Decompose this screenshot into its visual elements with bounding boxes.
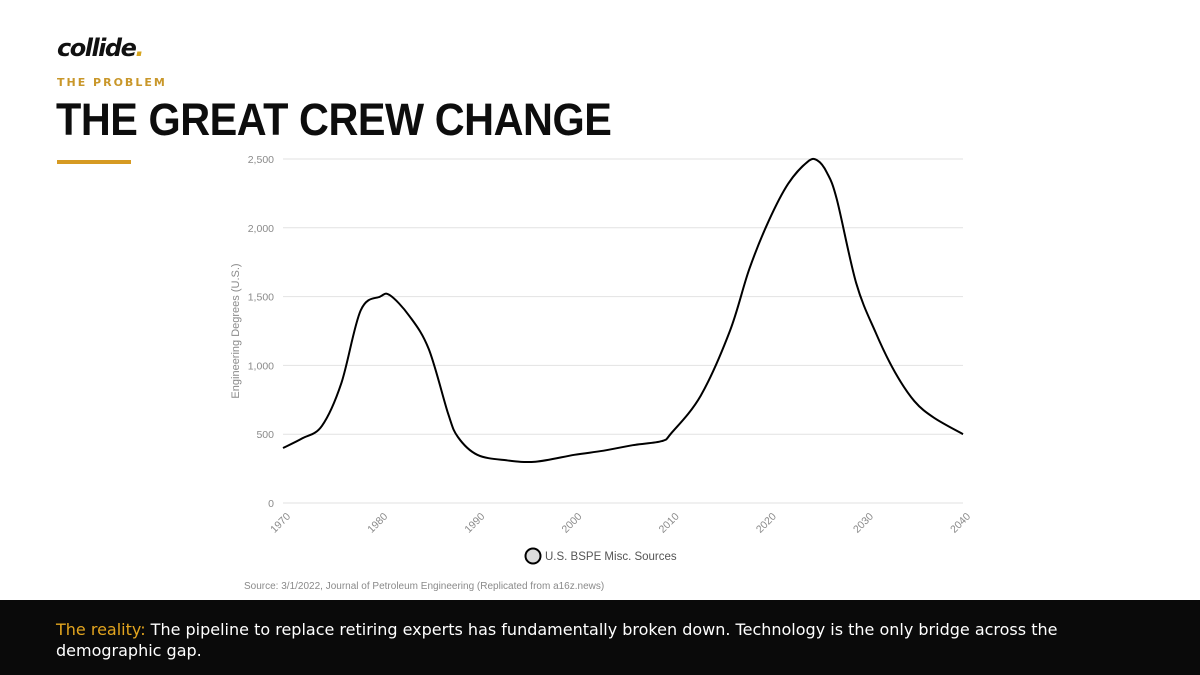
y-tick-label: 1,500 [248, 292, 274, 304]
line-chart: 0 500 1,000 1,500 2,000 2,500 1970 1980 1990 200… [230, 154, 973, 565]
source-note: Source: 3/1/2022, Journal of Petroleum E… [244, 581, 605, 592]
x-axis-ticks: 1970 1980 1990 2000 2010 2020 2030 2040 [268, 511, 973, 536]
y-axis-ticks: 0 500 1,000 1,500 2,000 2,500 [248, 154, 274, 510]
x-tick-label: 2010 [657, 511, 682, 536]
legend: U.S. BSPE Misc. Sources [524, 547, 677, 565]
logo-text: collide [57, 34, 137, 62]
y-tick-label: 1,000 [248, 360, 274, 372]
x-tick-label: 2020 [754, 511, 779, 536]
y-tick-label: 2,000 [248, 223, 274, 235]
section-eyebrow: THE PROBLEM [57, 76, 167, 89]
legend-label: U.S. BSPE Misc. Sources [545, 551, 677, 563]
x-tick-label: 1980 [365, 511, 390, 536]
footer-label: The reality: [56, 620, 146, 639]
y-tick-label: 500 [256, 429, 274, 441]
collide-logo: collide. [57, 34, 144, 62]
footer-banner: The reality: The pipeline to replace ret… [0, 600, 1200, 675]
page-title: THE GREAT CREW CHANGE [56, 94, 612, 145]
footer-text: The pipeline to replace retiring experts… [56, 620, 1058, 660]
y-axis-label: Engineering Degrees (U.S.) [230, 263, 242, 398]
y-tick-label: 2,500 [248, 154, 274, 166]
x-tick-label: 2040 [948, 511, 973, 536]
x-tick-label: 1970 [268, 511, 293, 536]
x-tick-label: 1990 [462, 511, 487, 536]
accent-rule [57, 160, 131, 164]
series-line [282, 157, 964, 464]
logo-dot: . [135, 34, 144, 62]
x-tick-label: 2000 [560, 511, 585, 536]
y-tick-label: 0 [268, 498, 274, 510]
chart-grid [283, 158, 963, 504]
legend-swatch [524, 547, 542, 565]
x-tick-label: 2030 [851, 511, 876, 536]
